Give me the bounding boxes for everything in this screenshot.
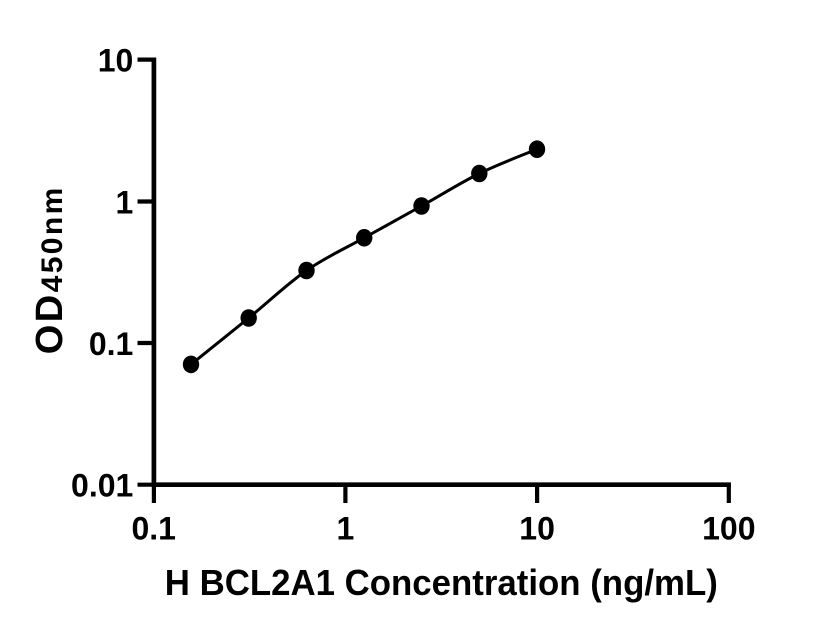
svg-text:OD450nm: OD450nm: [29, 188, 71, 355]
svg-text:H BCL2A1 Concentration (ng/mL): H BCL2A1 Concentration (ng/mL): [165, 562, 718, 603]
svg-text:10: 10: [519, 510, 555, 546]
svg-text:1: 1: [337, 510, 355, 546]
svg-text:0.1: 0.1: [131, 510, 175, 546]
svg-text:0.01: 0.01: [71, 468, 133, 504]
svg-text:10: 10: [98, 42, 134, 78]
svg-text:100: 100: [702, 510, 755, 546]
svg-text:1: 1: [116, 184, 134, 220]
svg-text:0.1: 0.1: [89, 326, 133, 362]
